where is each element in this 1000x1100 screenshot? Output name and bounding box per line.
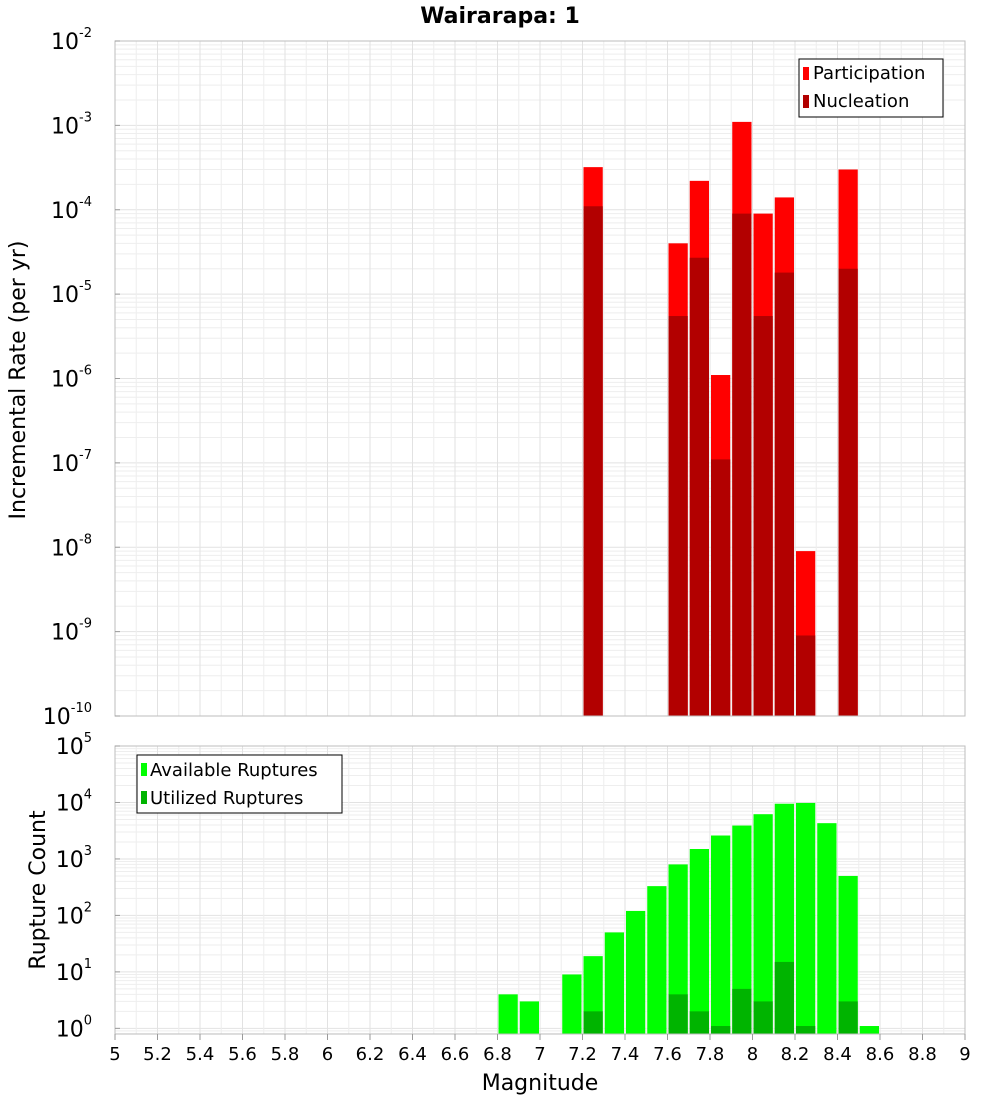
x-tick-label: 7.4	[611, 1044, 640, 1065]
bar-available-ruptures	[859, 1026, 879, 1034]
x-tick-label: 5.2	[143, 1044, 172, 1065]
bar-available-ruptures	[562, 974, 582, 1034]
bar-available-ruptures	[817, 823, 837, 1034]
y-tick-label: 10-8	[51, 532, 92, 561]
legend-swatch-participation	[803, 67, 809, 80]
y-tick-label: 10-7	[51, 448, 92, 477]
top-y-axis-title: Incremental Rate (per yr)	[6, 241, 31, 520]
bar-nucleation	[732, 213, 752, 717]
bar-available-ruptures	[689, 848, 709, 1034]
bar-utilized-ruptures	[838, 1001, 858, 1034]
x-tick-label: 8.4	[823, 1044, 852, 1065]
legend-label-nucleation: Nucleation	[813, 91, 909, 112]
x-tick-label: 6.6	[441, 1044, 470, 1065]
bar-utilized-ruptures	[668, 994, 688, 1034]
y-tick-label: 100	[56, 1013, 92, 1042]
top-bars	[583, 121, 858, 717]
x-tick-label: 8.2	[781, 1044, 810, 1065]
bottom-y-ticks: 100 101 102 103 104 105	[56, 731, 120, 1042]
bar-nucleation	[774, 272, 794, 716]
x-tick-label: 5.8	[271, 1044, 300, 1065]
legend-swatch-nucleation	[803, 95, 809, 108]
legend-label-utilized: Utilized Ruptures	[150, 788, 303, 809]
bar-available-ruptures	[647, 886, 667, 1034]
bar-utilized-ruptures	[689, 1011, 709, 1034]
x-tick-label: 7	[534, 1044, 545, 1065]
y-tick-label: 10-10	[43, 701, 92, 730]
y-tick-label: 104	[56, 787, 92, 816]
x-ticks: 5 5.2 5.4 5.6 5.8 6 6.2 6.4 6.6 6.8 7 7.2 7.4 7.6 7.8 8…	[109, 1034, 971, 1065]
bar-utilized-ruptures	[583, 1011, 603, 1034]
top-gridlines	[114, 41, 966, 717]
y-tick-label: 10-2	[51, 26, 92, 55]
x-tick-label: 8.8	[908, 1044, 937, 1065]
bar-nucleation	[838, 268, 858, 716]
bar-available-ruptures	[668, 864, 688, 1034]
y-tick-label: 10-4	[51, 195, 92, 224]
top-legend: Participation Nucleation	[798, 58, 944, 118]
y-tick-label: 102	[56, 900, 92, 929]
bar-nucleation	[796, 635, 816, 716]
bar-utilized-ruptures	[753, 1001, 773, 1034]
y-tick-label: 103	[56, 844, 92, 873]
bar-utilized-ruptures	[732, 988, 752, 1034]
bar-available-ruptures	[732, 825, 752, 1034]
bottom-y-axis-title: Rupture Count	[26, 810, 51, 970]
x-tick-label: 6.8	[483, 1044, 512, 1065]
bar-nucleation	[583, 206, 603, 716]
bar-nucleation	[668, 316, 688, 716]
bar-available-ruptures	[626, 910, 646, 1034]
bottom-bars	[498, 802, 879, 1034]
legend-swatch-utilized	[141, 791, 147, 804]
top-y-ticks: 10-10 10-9 10-8 10-7 10-6 10-5 10-4 10-3 10-2	[43, 26, 120, 730]
bar-available-ruptures	[753, 814, 773, 1034]
y-tick-label: 10-5	[51, 279, 92, 308]
y-tick-label: 101	[56, 957, 92, 986]
bar-nucleation	[711, 459, 731, 716]
bar-utilized-ruptures	[711, 1026, 731, 1034]
x-tick-label: 6	[322, 1044, 333, 1065]
x-tick-label: 8	[747, 1044, 758, 1065]
y-tick-label: 10-9	[51, 617, 92, 646]
bar-available-ruptures	[838, 875, 858, 1034]
bar-available-ruptures	[604, 932, 624, 1034]
bar-available-ruptures	[711, 835, 731, 1034]
x-tick-label: 9	[959, 1044, 970, 1065]
bar-nucleation	[753, 316, 773, 716]
x-tick-label: 7.6	[653, 1044, 682, 1065]
legend-swatch-available	[141, 763, 147, 776]
x-tick-label: 8.6	[866, 1044, 895, 1065]
y-tick-label: 10-3	[51, 110, 92, 139]
bottom-legend: Available Ruptures Utilized Ruptures	[136, 754, 343, 814]
x-axis-title: Magnitude	[482, 1071, 599, 1096]
bar-available-ruptures	[796, 802, 816, 1034]
bar-utilized-ruptures	[796, 1026, 816, 1034]
x-tick-label: 5.6	[228, 1044, 257, 1065]
incremental-rate-panel: 10-10 10-9 10-8 10-7 10-6 10-5 10-4 10-3 10-2 In…	[6, 26, 966, 730]
bar-utilized-ruptures	[774, 961, 794, 1034]
x-tick-label: 7.2	[568, 1044, 597, 1065]
x-tick-label: 7.8	[696, 1044, 725, 1065]
x-tick-label: 5	[109, 1044, 120, 1065]
y-tick-label: 10-6	[51, 364, 92, 393]
bar-available-ruptures	[519, 1001, 539, 1034]
x-tick-label: 5.4	[186, 1044, 215, 1065]
legend-label-available: Available Ruptures	[150, 760, 318, 781]
chart-title: Wairarapa: 1	[420, 4, 580, 29]
bar-available-ruptures	[498, 994, 518, 1034]
rupture-count-panel: 100 101 102 103 104 105 5 5.2 5.4 5.6 5.8 6 6.2 6.4 6…	[26, 731, 971, 1096]
x-tick-label: 6.2	[356, 1044, 385, 1065]
y-tick-label: 105	[56, 731, 92, 760]
x-tick-label: 6.4	[398, 1044, 427, 1065]
legend-label-participation: Participation	[813, 63, 925, 84]
bar-nucleation	[689, 257, 709, 716]
